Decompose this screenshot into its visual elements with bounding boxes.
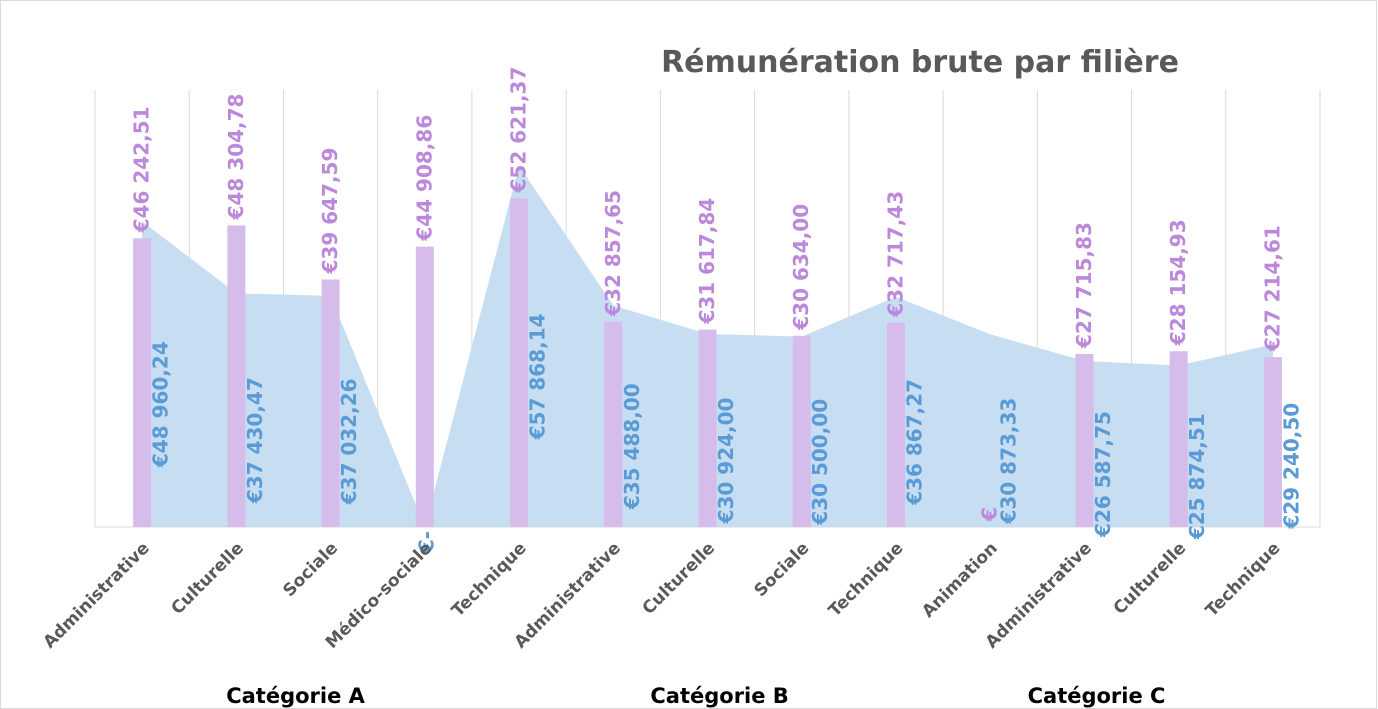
value-label: €52 621,37 [507, 67, 531, 194]
value-label: €30 500,00 [808, 399, 832, 526]
value-label: €31 617,84 [695, 198, 719, 325]
bar [886, 322, 905, 527]
value-label: €35 488,00 [620, 383, 644, 510]
marks [133, 165, 1282, 528]
value-label: €- [414, 531, 438, 554]
bar [1075, 353, 1094, 527]
value-label: €57 868,14 [526, 313, 550, 440]
bar [1169, 351, 1188, 527]
value-label: €27 214,61 [1260, 225, 1284, 352]
bar [133, 238, 152, 527]
chart-title: Rémunération brute par filière [661, 45, 1179, 80]
bar [510, 198, 529, 527]
value-label: €36 867,27 [902, 379, 926, 506]
value-label: €28 154,93 [1166, 219, 1190, 346]
value-label: € [978, 507, 1002, 522]
value-label: €32 717,43 [883, 191, 907, 318]
bar [415, 246, 434, 528]
value-label: €37 032,26 [337, 378, 361, 505]
value-label: €48 304,78 [224, 94, 248, 221]
value-label: €30 873,33 [997, 398, 1021, 525]
bar [1263, 357, 1282, 527]
group-label: Catégorie C [1028, 684, 1166, 708]
bar [792, 335, 811, 527]
bar [227, 225, 246, 527]
group-label: Catégorie B [650, 684, 788, 708]
value-label: €25 874,51 [1185, 413, 1209, 540]
value-label: €26 587,75 [1091, 411, 1115, 538]
value-label: €48 960,24 [149, 341, 173, 468]
group-label: Catégorie A [226, 684, 365, 708]
bar [698, 329, 717, 527]
value-label: €37 430,47 [243, 377, 267, 504]
value-label: €46 242,51 [130, 106, 154, 233]
value-label: €32 857,65 [601, 190, 625, 317]
value-label: €30 634,00 [789, 204, 813, 331]
value-label: €29 240,50 [1279, 403, 1303, 530]
value-label: €30 924,00 [714, 398, 738, 525]
value-label: €44 908,86 [412, 115, 436, 242]
bar [604, 321, 623, 527]
bar [321, 279, 340, 527]
value-label: €27 715,83 [1072, 222, 1096, 349]
value-label: €39 647,59 [318, 148, 342, 275]
